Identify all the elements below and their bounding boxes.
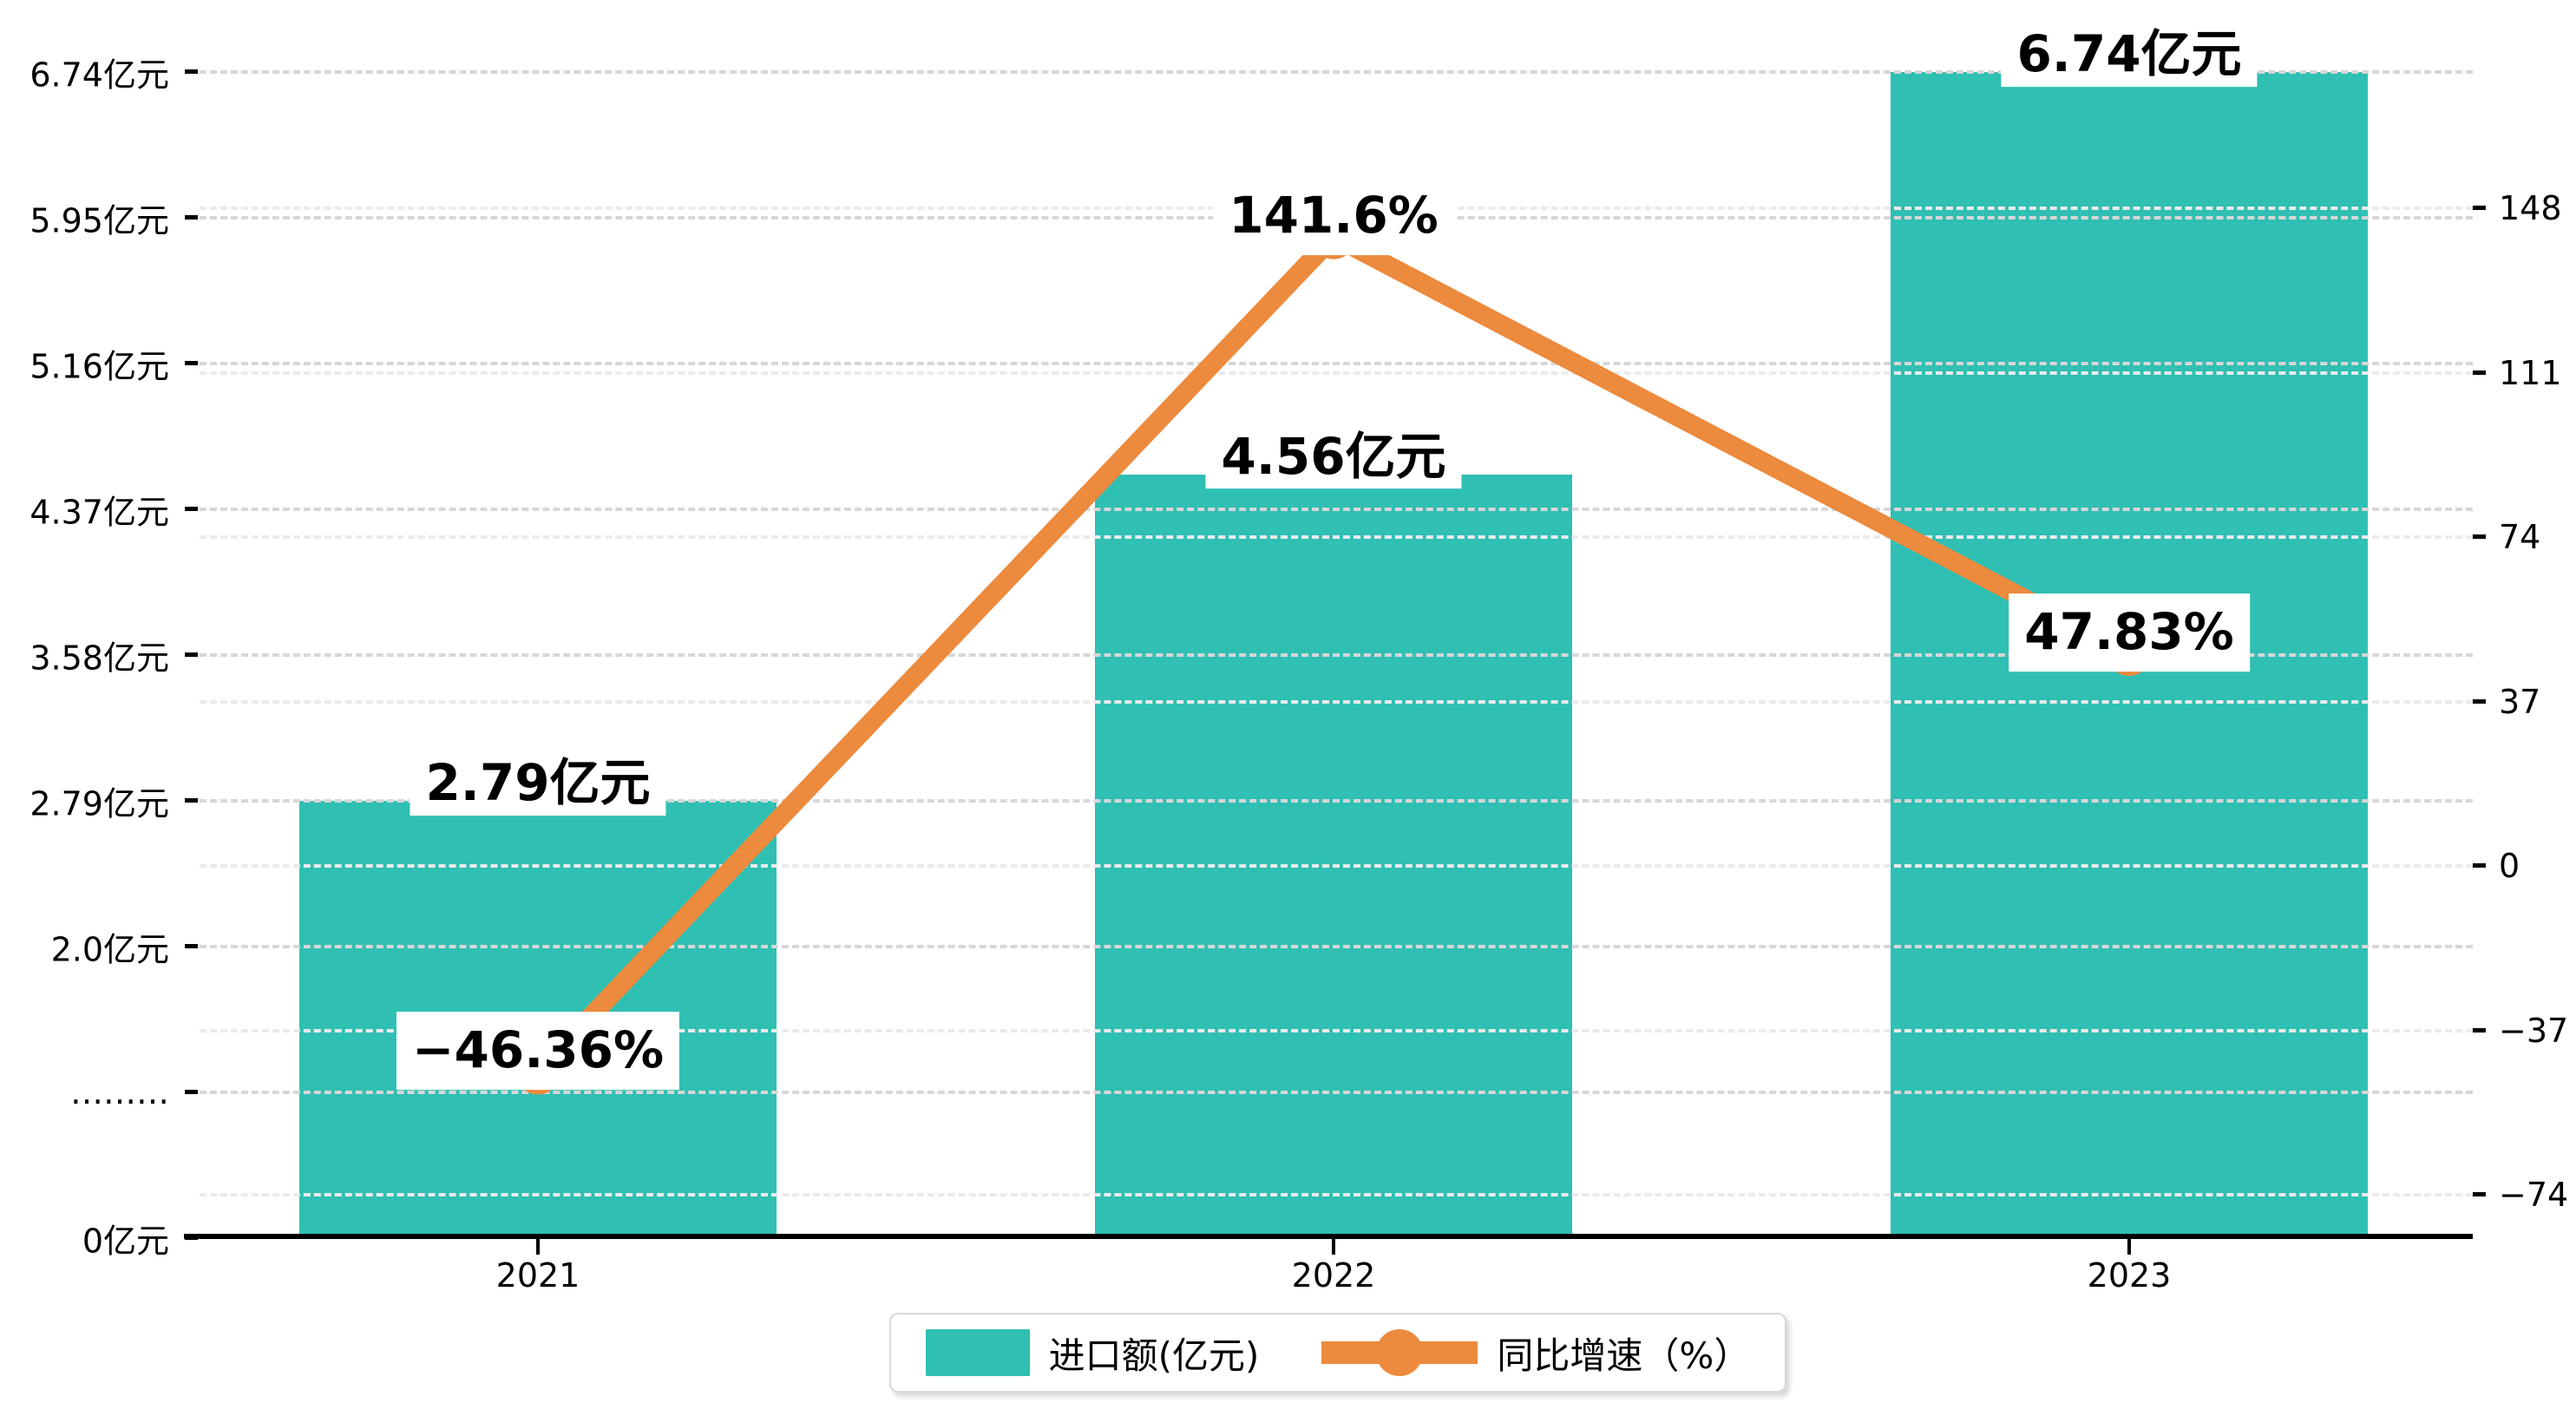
x-axis-line [184,1234,2473,1239]
gridline-left-axis [200,799,2473,803]
legend-item-yoy-growth: 同比增速（%） [1321,1327,1750,1380]
right-axis-tick [2473,863,2486,868]
bar-series-swatch [925,1329,1030,1376]
x-axis-tick [2127,1239,2131,1255]
bar-value-label-2022: 4.56亿元 [1205,424,1462,489]
bar-value-label-2023: 6.74亿元 [2001,23,2258,87]
left-axis-label: ……… [70,1073,169,1111]
legend-item-import-value: 进口额(亿元) [925,1327,1260,1380]
left-axis-label: 2.0亿元 [50,930,169,969]
line-series-marker [1321,1329,1478,1376]
left-axis-label: 4.37亿元 [29,493,169,532]
line-value-label-2021: −46.36% [396,1012,680,1091]
legend: 进口额(亿元) 同比增速（%） [889,1313,1786,1393]
left-axis-tick [185,507,198,511]
left-axis-tick [185,652,198,657]
gridline-right-axis [200,699,2473,704]
growth-line [531,225,2134,1079]
left-axis-tick [185,1090,198,1094]
right-axis-label: 37 [2499,682,2541,721]
bar-2022 [1095,474,1572,1239]
right-axis-label: −37 [2499,1011,2569,1050]
right-axis-label: 74 [2499,518,2541,556]
left-axis-tick [185,361,198,365]
left-axis-label: 5.95亿元 [29,201,169,240]
gridline-left-axis [200,653,2473,657]
gridline-right-axis [200,1193,2473,1196]
x-axis-tick [1332,1239,1335,1255]
left-axis-label: 6.74亿元 [29,56,169,95]
gridline-right-axis [200,535,2473,539]
gridline-left-axis [200,362,2473,365]
x-axis-tick [536,1239,540,1255]
bar-value-label-2021: 2.79亿元 [410,751,666,816]
right-axis-label: 148 [2499,189,2562,227]
line-marker-dot-icon [1376,1329,1424,1376]
line-value-label-2023: 47.83% [2009,593,2250,672]
gridline-right-axis [200,864,2473,868]
left-axis-tick [185,798,198,803]
right-axis-tick [2473,1192,2486,1196]
right-axis-label: 111 [2499,353,2562,392]
right-axis-tick [2473,534,2486,539]
gridline-left-axis [200,945,2473,948]
right-axis-label: 0 [2499,847,2520,885]
x-axis-label-2021: 2021 [495,1256,580,1295]
gridline-left-axis [200,1091,2473,1094]
right-axis-label: −74 [2499,1176,2569,1214]
left-axis-tick [185,944,198,948]
left-axis-label: 5.16亿元 [29,347,169,386]
left-axis-label: 3.58亿元 [29,639,169,678]
left-axis-label: 0亿元 [82,1222,169,1261]
right-axis-tick [2473,1027,2486,1032]
left-axis-label: 2.79亿元 [29,784,169,823]
legend-label-yoy-growth: 同比增速（%） [1497,1334,1751,1377]
line-value-label-2022: 141.6% [1213,176,1454,255]
left-axis-tick [185,215,198,220]
x-axis-label-2023: 2023 [2087,1256,2172,1295]
left-axis-tick [185,69,198,74]
x-axis-label-2022: 2022 [1291,1256,1376,1295]
gridline-left-axis [200,70,2473,74]
gridline-right-axis [200,370,2473,375]
right-axis-tick [2473,206,2486,210]
right-axis-tick [2473,370,2486,375]
gridline-right-axis [200,1028,2473,1032]
gridline-left-axis [200,508,2473,511]
left-axis-tick [185,1236,198,1240]
right-axis-tick [2473,698,2486,704]
legend-label-import-value: 进口额(亿元) [1048,1334,1260,1377]
